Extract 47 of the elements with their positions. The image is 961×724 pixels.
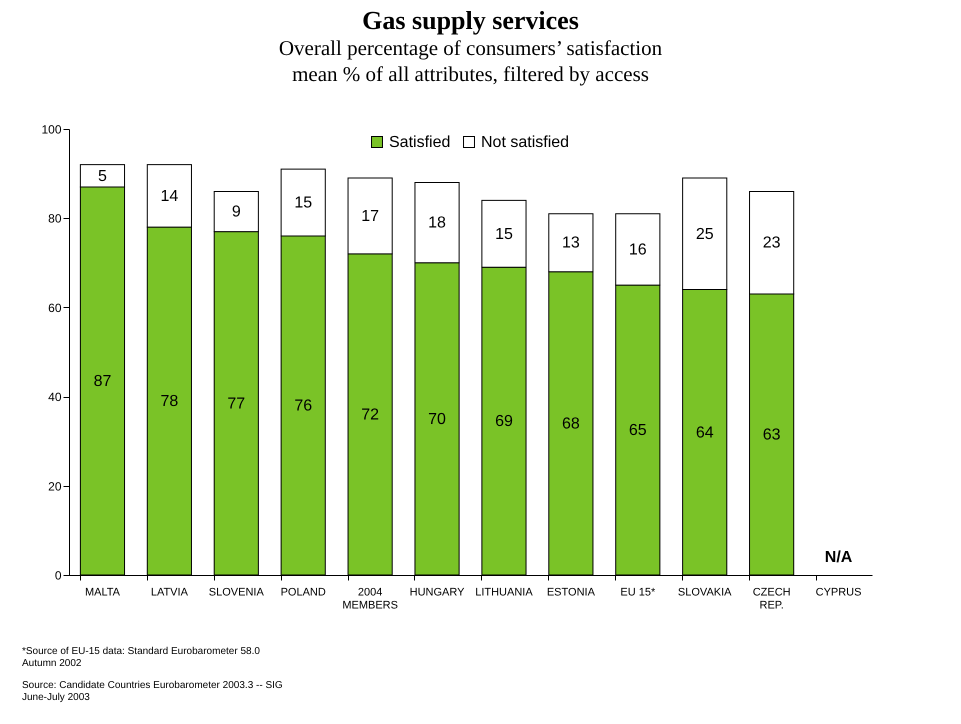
y-tick-label: 100	[41, 122, 62, 136]
data-label: 78	[160, 393, 178, 410]
y-tick-label: 80	[48, 212, 62, 226]
text: *Source of EU-15 data: Standard Eurobarometer 58.0 Autumn 2002	[22, 646, 261, 670]
data-label: 64	[696, 424, 714, 442]
data-label: 17	[361, 208, 380, 225]
data-label: 25	[696, 226, 714, 243]
legend-label: Satisfied	[389, 134, 450, 151]
data-label: 63	[762, 426, 781, 444]
data-label: 15	[495, 226, 513, 243]
data-label: 13	[562, 234, 580, 252]
chart-title: Gas supply services	[362, 6, 579, 35]
x-tick-label: SLOVENIA	[208, 586, 264, 598]
data-label: 5	[98, 168, 108, 185]
y-tick-label: 60	[48, 300, 62, 315]
data-label: 69	[495, 413, 513, 430]
x-tick-label: CYPRUS	[816, 586, 862, 598]
data-label: 87	[94, 372, 112, 390]
x-tick-label: EU 15*	[620, 586, 656, 598]
data-label: 16	[628, 241, 647, 258]
y-tick-label: 0	[54, 568, 62, 582]
data-label: 72	[361, 406, 380, 424]
data-label: 9	[232, 204, 241, 221]
source-note: Source: Candidate Countries Eurobarometer 2003.3 -- SIG June-July 2003	[22, 680, 283, 704]
x-tick-label: MALTA	[84, 586, 121, 598]
y-tick-label: 20	[48, 479, 62, 494]
x-tick-label: LITHUANIA	[475, 586, 534, 598]
data-label: 18	[428, 214, 446, 232]
x-tick-label: SLOVAKIA	[678, 586, 732, 598]
data-label: 76	[294, 398, 312, 415]
x-tick-label: 2004 MEMBERS	[342, 586, 398, 612]
data-label: 68	[562, 415, 580, 432]
x-tick-label: CZECH REP.	[752, 586, 791, 612]
data-label: 14	[160, 188, 178, 205]
chart-subtitle: Overall percentage of consumers’ satisfaction mean % of all attributes, filtered by access	[278, 36, 663, 86]
y-tick-label: 40	[48, 390, 62, 404]
data-label: 15	[294, 194, 312, 212]
x-tick-label: LATVIA	[150, 586, 189, 598]
data-label: 77	[227, 395, 246, 412]
legend-label: Not satisfied	[481, 134, 570, 151]
x-tick-label: HUNGARY	[410, 586, 466, 598]
x-tick-label: ESTONIA	[546, 586, 596, 598]
x-tick-label: POLAND	[280, 586, 326, 598]
annotation: N/A	[824, 549, 853, 566]
data-label: 65	[628, 422, 647, 440]
data-label: 23	[762, 234, 781, 252]
data-label: 70	[428, 410, 446, 428]
